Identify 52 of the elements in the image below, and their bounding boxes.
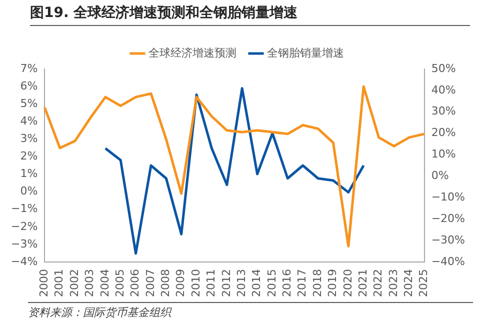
y-tick-label: 1% — [20, 167, 38, 180]
x-tick-label: 2020 — [341, 269, 354, 298]
x-tick-label: 2025 — [417, 269, 430, 298]
x-tick-label: 2012 — [220, 269, 233, 298]
x-tick-label: 2014 — [250, 269, 264, 298]
y2-tick-label: 0% — [431, 169, 449, 182]
x-tick-label: 2006 — [128, 269, 142, 298]
text: 资料来源：国际货币基金组织 — [28, 305, 473, 320]
y2-tick-label: −10% — [431, 190, 466, 204]
y2-tick-label: 50% — [431, 62, 456, 75]
legend-label: 全球经济增速预测 — [148, 46, 236, 60]
y2-tick-label: −20% — [431, 212, 466, 225]
y2-tick-label: 30% — [431, 104, 456, 118]
y-tick-label: 7% — [20, 62, 38, 75]
x-tick-label: 2023 — [386, 269, 400, 298]
x-tick-label: 2000 — [38, 269, 51, 298]
y-tick-label: −2% — [10, 220, 38, 233]
x-tick-label: 2007 — [144, 269, 157, 298]
x-tick-label: 2009 — [174, 269, 188, 298]
y-tick-label: 4% — [20, 114, 38, 128]
y-tick-label: −1% — [10, 202, 38, 216]
x-tick-label: 2010 — [189, 269, 202, 298]
x-tick-label: 2008 — [159, 269, 172, 298]
x-tick-label: 2021 — [356, 269, 370, 298]
y-tick-label: 3% — [20, 132, 38, 146]
x-tick-label: 2015 — [265, 269, 278, 298]
y-tick-label: −4% — [10, 254, 38, 268]
x-tick-label: 2018 — [310, 269, 324, 298]
chart-title: 图19. 全球经济增速预测和全钢胎销量增速 — [30, 4, 470, 26]
y-tick-label: −3% — [10, 237, 38, 250]
x-tick-label: 2016 — [280, 269, 294, 298]
x-tick-label: 2022 — [372, 269, 385, 298]
x-tick-label: 2019 — [326, 269, 340, 298]
x-tick-label: 2013 — [234, 269, 248, 298]
legend-label: 全钢胎销量增速 — [267, 46, 344, 60]
y2-tick-label: 10% — [431, 148, 456, 161]
y2-tick-label: 40% — [431, 83, 456, 96]
x-tick-label: 2005 — [113, 269, 126, 298]
y-tick-label: 2% — [20, 150, 38, 163]
x-tick-label: 2004 — [98, 269, 112, 298]
x-tick-label: 2011 — [204, 269, 218, 298]
y2-tick-label: −30% — [431, 233, 466, 246]
x-tick-label: 2017 — [296, 269, 309, 298]
x-tick-label: 2024 — [402, 269, 416, 298]
y2-tick-label: −40% — [431, 254, 466, 268]
x-tick-label: 2001 — [52, 269, 66, 298]
y-tick-label: 0% — [20, 184, 38, 198]
y-tick-label: 5% — [20, 96, 38, 110]
x-tick-label: 2003 — [83, 269, 96, 298]
y-tick-label: 6% — [20, 79, 38, 92]
x-tick-label: 2002 — [68, 269, 81, 298]
y2-tick-label: 20% — [431, 126, 456, 140]
